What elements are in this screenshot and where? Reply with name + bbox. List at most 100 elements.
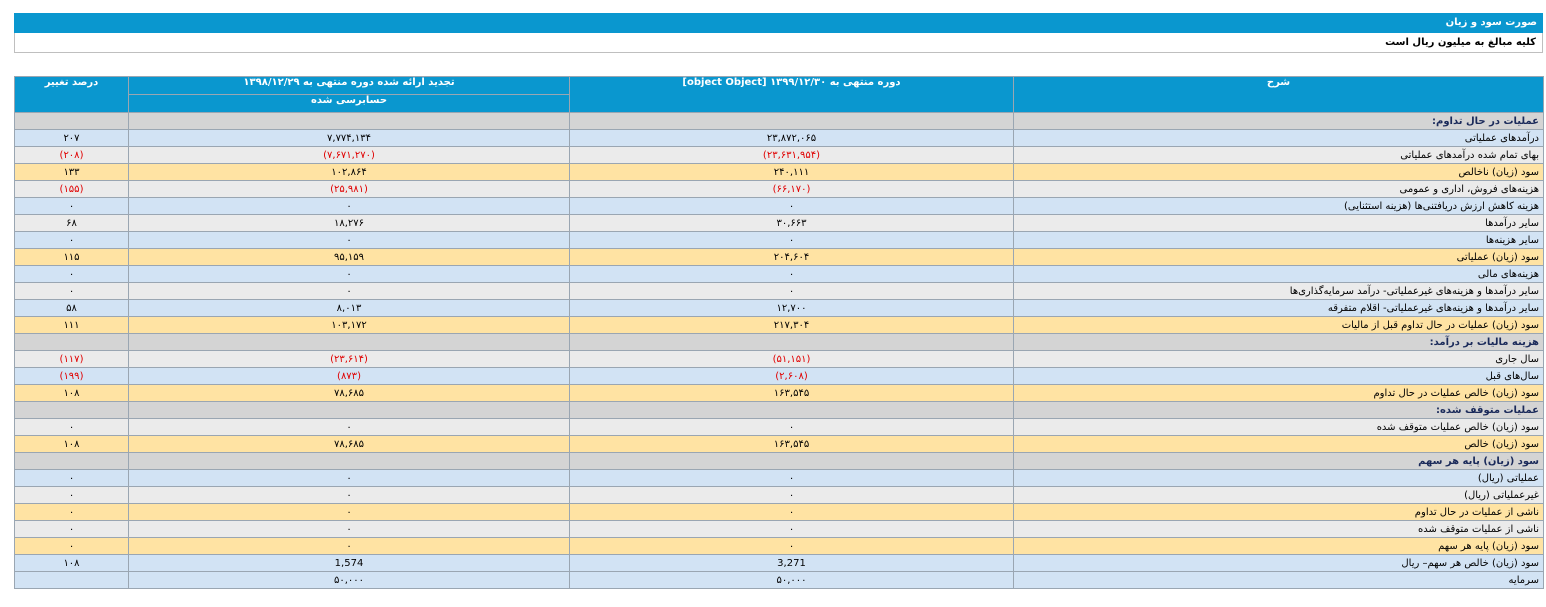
current-period-value: ۰ bbox=[569, 418, 1014, 436]
section-empty-cell bbox=[569, 333, 1014, 351]
section-empty-cell bbox=[128, 452, 570, 470]
row-label: سال‌های قبل bbox=[1013, 367, 1544, 385]
change-percent-value: ۶۸ bbox=[14, 214, 129, 232]
table-row: سایر درآمدها و هزینه‌های غیرعملیاتی- درآ… bbox=[14, 282, 1544, 300]
section-label: عملیات متوقف شده: bbox=[1013, 401, 1544, 419]
change-percent-value: ۰ bbox=[14, 469, 129, 487]
section-label: هزینه مالیات بر درآمد: bbox=[1013, 333, 1544, 351]
table-row: سال‌های قبل (۲,۶۰۸) (۸۷۳) (۱۹۹) bbox=[14, 367, 1544, 385]
section-empty-cell bbox=[14, 112, 129, 130]
table-row: سود (زیان) خالص هر سهم– ریال 3,271 1,574 ۱۰… bbox=[14, 554, 1544, 572]
table-row: هزینه‌های مالی ۰ ۰ ۰ bbox=[14, 265, 1544, 283]
current-period-value: ۰ bbox=[569, 265, 1014, 283]
row-label: سایر درآمدها bbox=[1013, 214, 1544, 232]
change-percent-value: ۲۰۷ bbox=[14, 129, 129, 147]
current-period-value: ۲۴۰,۱۱۱ bbox=[569, 163, 1014, 181]
change-percent-value: ۰ bbox=[14, 418, 129, 436]
row-label: هزینه‌های فروش، اداری و عمومی bbox=[1013, 180, 1544, 198]
restated-period-value: (۸۷۳) bbox=[128, 367, 570, 385]
page-title: صورت سود و زیان bbox=[14, 13, 1543, 33]
change-percent-value: ۰ bbox=[14, 197, 129, 215]
section-empty-cell bbox=[569, 401, 1014, 419]
row-label: سود (زیان) عملیاتی bbox=[1013, 248, 1544, 266]
change-percent-value: ۰ bbox=[14, 503, 129, 521]
row-label: سود (زیان) خالص عملیات در حال تداوم bbox=[1013, 384, 1544, 402]
restated-period-value: 1,574 bbox=[128, 554, 570, 572]
income-statement-table: شرح دوره منتهی به ۱۳۹۹/۱۲/۳۰ [object Obj… bbox=[14, 76, 1544, 589]
column-header-desc: شرح bbox=[1013, 76, 1544, 113]
change-percent-value: ۰ bbox=[14, 486, 129, 504]
current-period-value: (۲۳,۶۳۱,۹۵۴) bbox=[569, 146, 1014, 164]
row-label: سود (زیان) پایه هر سهم bbox=[1013, 537, 1544, 555]
current-period-value: ۱۲,۷۰۰ bbox=[569, 299, 1014, 317]
current-period-value: ۲۱۷,۳۰۴ bbox=[569, 316, 1014, 334]
section-header-row: عملیات متوقف شده: bbox=[14, 401, 1544, 419]
restated-period-value: ۷,۷۷۴,۱۳۴ bbox=[128, 129, 570, 147]
table-row: سود (زیان) خالص عملیات در حال تداوم ۱۶۳,۵… bbox=[14, 384, 1544, 402]
table-row: هزینه‌های فروش، اداری و عمومی (۶۶,۱۷۰) (۲۵… bbox=[14, 180, 1544, 198]
restated-period-value: (۷,۶۷۱,۲۷۰) bbox=[128, 146, 570, 164]
row-label: سود (زیان) ناخالص bbox=[1013, 163, 1544, 181]
row-label: هزینه‌های مالی bbox=[1013, 265, 1544, 283]
row-label: سال جاری bbox=[1013, 350, 1544, 368]
column-header-restated: تجدید ارائه شده دوره منتهی به ۱۳۹۸/۱۲/۲۹ bbox=[128, 76, 570, 95]
change-percent-value: ۱۰۸ bbox=[14, 554, 129, 572]
row-label: درآمدهای عملیاتی bbox=[1013, 129, 1544, 147]
column-header-change: درصد تغییر bbox=[14, 76, 129, 113]
table-row: درآمدهای عملیاتی ۲۳,۸۷۲,۰۶۵ ۷,۷۷۴,۱۳۴ ۲۰۷ bbox=[14, 129, 1544, 147]
current-period-value: ۱۶۳,۵۴۵ bbox=[569, 384, 1014, 402]
current-period-value: (۶۶,۱۷۰) bbox=[569, 180, 1014, 198]
change-percent-value: ۰ bbox=[14, 520, 129, 538]
section-header-row: هزینه مالیات بر درآمد: bbox=[14, 333, 1544, 351]
table-row: سود (زیان) عملیات در حال تداوم قبل از ما… bbox=[14, 316, 1544, 334]
change-percent-value: ۰ bbox=[14, 265, 129, 283]
restated-period-value: ۱۰۳,۱۷۲ bbox=[128, 316, 570, 334]
restated-period-value: ۰ bbox=[128, 282, 570, 300]
table-row: سایر هزینه‌ها ۰ ۰ ۰ bbox=[14, 231, 1544, 249]
change-percent-value: (۱۱۷) bbox=[14, 350, 129, 368]
row-label: سرمایه bbox=[1013, 571, 1544, 589]
change-percent-value: (۱۵۵) bbox=[14, 180, 129, 198]
restated-period-value: ۵۰,۰۰۰ bbox=[128, 571, 570, 589]
table-row: سود (زیان) عملیاتی ۲۰۴,۶۰۴ ۹۵,۱۵۹ ۱۱۵ bbox=[14, 248, 1544, 266]
current-period-value: ۰ bbox=[569, 469, 1014, 487]
current-period-value: ۰ bbox=[569, 282, 1014, 300]
restated-period-value: ۰ bbox=[128, 537, 570, 555]
row-label: ناشی از عملیات در حال تداوم bbox=[1013, 503, 1544, 521]
section-label: عملیات در حال تداوم: bbox=[1013, 112, 1544, 130]
current-period-value: ۰ bbox=[569, 197, 1014, 215]
current-period-value: ۱۶۳,۵۴۵ bbox=[569, 435, 1014, 453]
table-row: غیرعملیاتی (ریال) ۰ ۰ ۰ bbox=[14, 486, 1544, 504]
column-header-current: دوره منتهی به ۱۳۹۹/۱۲/۳۰ [object Object] bbox=[569, 76, 1014, 113]
row-label: بهای تمام شده درآمدهای عملیاتی bbox=[1013, 146, 1544, 164]
current-period-value: ۰ bbox=[569, 520, 1014, 538]
table-row: عملیاتی (ریال) ۰ ۰ ۰ bbox=[14, 469, 1544, 487]
change-percent-value: ۱۱۱ bbox=[14, 316, 129, 334]
row-label: سایر هزینه‌ها bbox=[1013, 231, 1544, 249]
column-subheader-audited: حسابرسی شده bbox=[128, 94, 570, 113]
restated-period-value: ۰ bbox=[128, 486, 570, 504]
current-period-value: ۰ bbox=[569, 486, 1014, 504]
change-percent-value: ۰ bbox=[14, 537, 129, 555]
row-label: ناشی از عملیات متوقف شده bbox=[1013, 520, 1544, 538]
section-header-row: عملیات در حال تداوم: bbox=[14, 112, 1544, 130]
restated-period-value: ۱۰۲,۸۶۴ bbox=[128, 163, 570, 181]
current-period-value: ۲۰۴,۶۰۴ bbox=[569, 248, 1014, 266]
current-period-value: ۲۳,۸۷۲,۰۶۵ bbox=[569, 129, 1014, 147]
current-period-value: (۵۱,۱۵۱) bbox=[569, 350, 1014, 368]
current-period-value: (۲,۶۰۸) bbox=[569, 367, 1014, 385]
restated-period-value: ۱۸,۲۷۶ bbox=[128, 214, 570, 232]
row-label: عملیاتی (ریال) bbox=[1013, 469, 1544, 487]
section-empty-cell bbox=[14, 401, 129, 419]
table-row: سود (زیان) پایه هر سهم ۰ ۰ ۰ bbox=[14, 537, 1544, 555]
table-row: سود (زیان) ناخالص ۲۴۰,۱۱۱ ۱۰۲,۸۶۴ ۱۳۳ bbox=[14, 163, 1544, 181]
restated-period-value: ۰ bbox=[128, 418, 570, 436]
section-empty-cell bbox=[569, 112, 1014, 130]
current-period-value: ۰ bbox=[569, 503, 1014, 521]
restated-period-value: ۰ bbox=[128, 469, 570, 487]
table-body: عملیات در حال تداوم: درآمدهای عملیاتی ۲۳,۸… bbox=[14, 112, 1544, 589]
change-percent-value: ۵۸ bbox=[14, 299, 129, 317]
table-row: ناشی از عملیات متوقف شده ۰ ۰ ۰ bbox=[14, 520, 1544, 538]
table-row: سایر درآمدها ۳۰,۶۶۳ ۱۸,۲۷۶ ۶۸ bbox=[14, 214, 1544, 232]
table-row: سال جاری (۵۱,۱۵۱) (۲۳,۶۱۴) (۱۱۷) bbox=[14, 350, 1544, 368]
